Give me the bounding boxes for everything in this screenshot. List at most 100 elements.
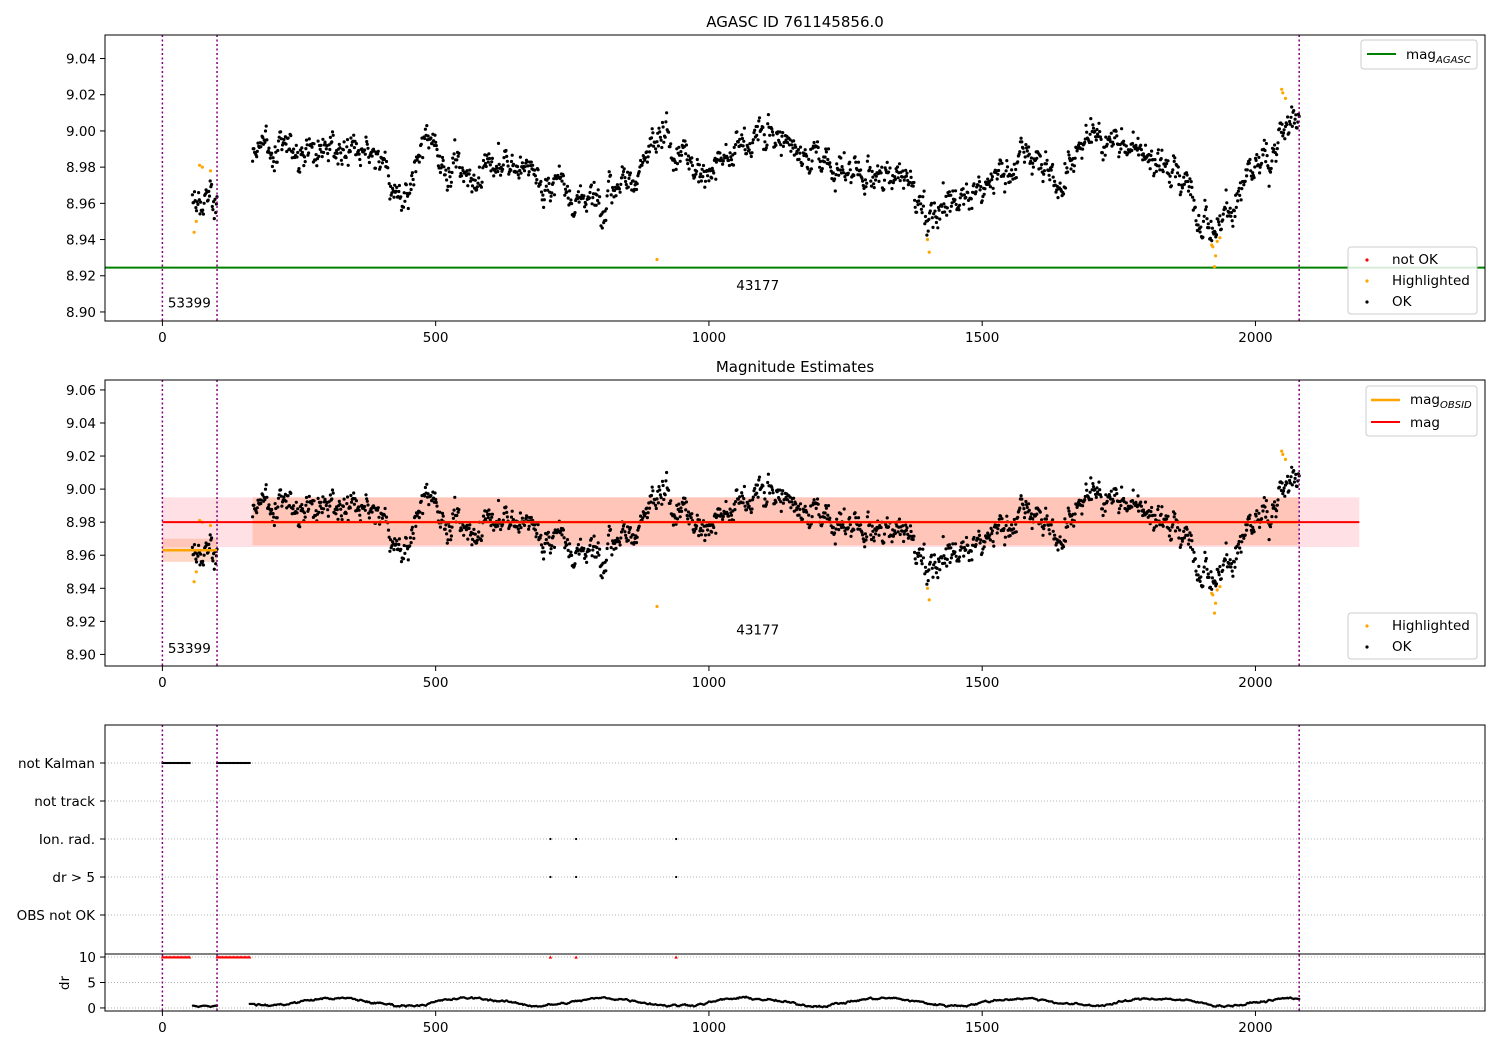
ok-point	[455, 158, 459, 162]
ok-point	[916, 554, 920, 559]
ok-point	[995, 531, 999, 535]
ok-point	[328, 147, 332, 152]
highlighted-point	[1281, 452, 1285, 456]
ok-point	[468, 179, 473, 183]
ok-point	[334, 512, 338, 516]
ok-point	[423, 485, 427, 490]
ok-point	[213, 197, 217, 201]
ok-point	[1261, 153, 1265, 157]
ok-point	[1089, 117, 1093, 121]
ok-point	[977, 180, 982, 184]
ok-point	[1234, 557, 1238, 561]
ok-point	[996, 527, 1000, 531]
ok-point	[1000, 517, 1004, 521]
ok-point	[297, 167, 301, 171]
ok-point	[695, 157, 699, 162]
ok-point	[1182, 182, 1186, 186]
ok-point	[905, 526, 909, 530]
ok-point	[1031, 517, 1035, 521]
ok-point	[882, 178, 887, 182]
ok-point	[970, 558, 974, 562]
ok-point	[626, 525, 630, 529]
magnitude-panel-frame	[104, 379, 1486, 667]
ok-point	[621, 527, 625, 531]
ok-point	[861, 179, 865, 183]
ok-point	[1178, 193, 1182, 197]
ok-point	[386, 528, 391, 532]
ok-point	[1161, 524, 1165, 528]
ok-point	[310, 145, 314, 149]
ok-point	[1084, 482, 1088, 486]
ok-point	[330, 488, 335, 492]
highlighted-point	[208, 523, 213, 528]
ok-point	[1229, 562, 1234, 566]
ok-point	[848, 168, 852, 172]
ok-point	[652, 144, 656, 148]
ok-point	[302, 155, 307, 159]
ok-point	[1290, 124, 1294, 128]
ok-point	[582, 194, 586, 198]
ok-point	[919, 207, 924, 211]
ok-point	[982, 192, 986, 196]
ok-point	[1256, 163, 1260, 167]
ok-point	[1120, 485, 1124, 489]
ok-point	[784, 138, 788, 142]
ok-point	[295, 155, 299, 159]
ok-point	[665, 470, 669, 475]
ok-point	[1268, 170, 1273, 174]
ok-point	[370, 510, 374, 514]
ok-point	[1107, 135, 1111, 139]
ok-point	[1248, 157, 1252, 162]
ok-point	[969, 549, 973, 553]
ok-point	[533, 168, 537, 172]
ok-point	[1281, 131, 1286, 135]
ok-point	[346, 163, 350, 167]
ok-point	[434, 140, 438, 144]
ok-point	[486, 160, 490, 164]
ok-point	[1027, 502, 1031, 506]
ok-point	[933, 560, 937, 564]
ok-point	[585, 209, 589, 213]
ok-point	[1281, 489, 1286, 493]
ok-point	[778, 130, 782, 134]
ok-point	[744, 508, 749, 512]
ok-point	[473, 178, 477, 182]
magnitude-legend-bottom: Highlighted OK	[1347, 612, 1478, 660]
ok-point	[330, 497, 334, 501]
ok-point	[826, 504, 831, 508]
ok-point	[1148, 158, 1152, 162]
ok-point	[395, 539, 399, 543]
ok-point	[596, 198, 600, 203]
ok-point	[888, 166, 892, 170]
ok-point	[949, 204, 954, 208]
highlighted-point	[194, 570, 198, 574]
ok-point	[822, 515, 827, 519]
ok-point	[932, 201, 937, 205]
ok-point	[466, 184, 470, 188]
ok-point	[1286, 474, 1290, 478]
ok-point	[690, 512, 694, 516]
ok-point	[516, 173, 520, 177]
ok-point	[588, 543, 592, 548]
ok-point	[475, 188, 479, 192]
ok-point	[763, 497, 767, 501]
ok-point	[608, 173, 613, 177]
ok-point	[300, 150, 304, 154]
ok-point	[1166, 514, 1170, 518]
ok-point	[748, 499, 752, 503]
ok-point	[1282, 486, 1286, 490]
ok-point	[816, 502, 820, 506]
ok-point	[335, 151, 339, 155]
ok-point	[261, 135, 265, 140]
ok-point	[476, 181, 480, 185]
magnitude-obsid-label: 43177	[736, 623, 779, 639]
ok-point	[1056, 196, 1060, 200]
ok-point	[284, 142, 288, 146]
ok-point	[1292, 480, 1296, 484]
ok-point	[751, 138, 755, 142]
ok-point	[1292, 109, 1296, 113]
ok-point	[604, 207, 609, 211]
ok-point	[1213, 230, 1217, 234]
ok-point	[651, 489, 655, 493]
